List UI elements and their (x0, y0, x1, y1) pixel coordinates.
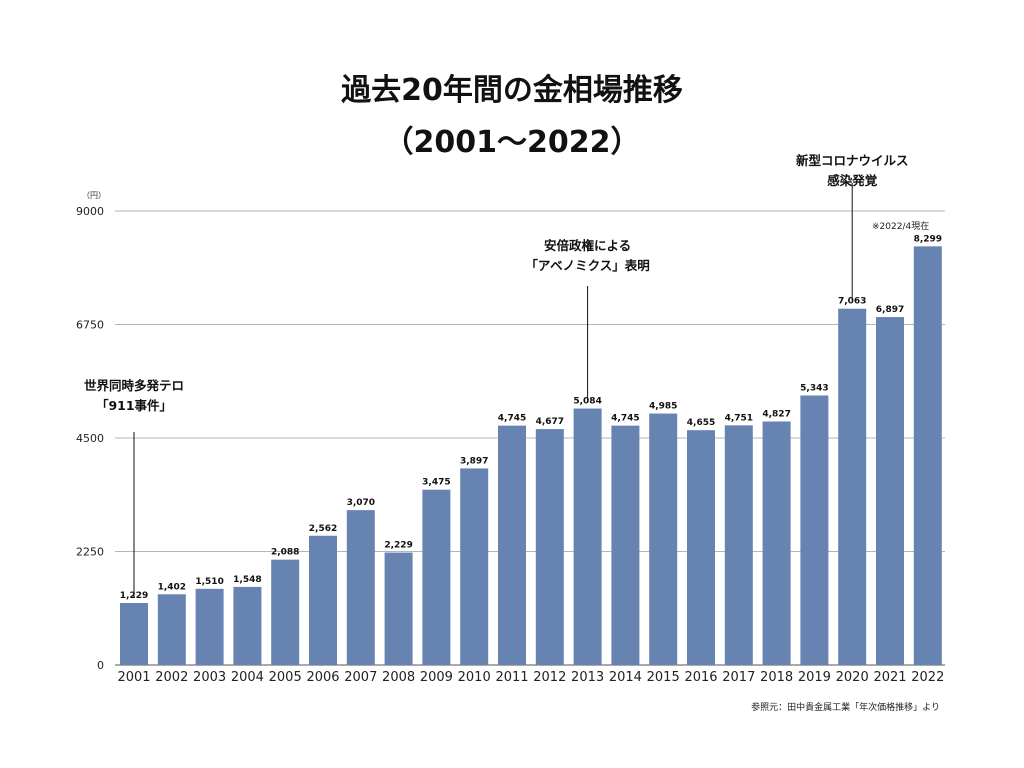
bar (573, 408, 602, 665)
x-tick-label: 2011 (495, 670, 528, 685)
value-label: 4,985 (649, 402, 677, 412)
bar (800, 395, 829, 665)
x-axis-ticks: 2001 2002 2003 2004 2005 2006 2007 2008 2009 2010… (117, 670, 944, 685)
value-label: 4,827 (762, 410, 790, 420)
y-axis-ticks: 0 2250 4500 6750 9000 (76, 205, 104, 672)
value-label: 7,063 (838, 297, 866, 307)
value-label: 1,510 (195, 577, 223, 587)
bar (346, 510, 375, 665)
bar (271, 559, 300, 665)
bar (422, 489, 451, 665)
bar (498, 425, 526, 665)
x-tick-label: 2003 (193, 670, 226, 685)
x-tick-label: 2008 (382, 670, 415, 685)
x-tick-label: 2017 (722, 670, 755, 685)
value-label: 2,229 (384, 541, 412, 551)
value-label: 3,070 (347, 498, 375, 508)
x-tick-label: 2010 (458, 670, 491, 685)
value-label: 2,088 (271, 548, 299, 558)
value-label: 4,655 (687, 418, 715, 428)
bar (687, 430, 715, 665)
source-note: 参照元：田中貴金属工業「年次価格推移」より (751, 701, 940, 713)
y-tick-label: 4500 (76, 432, 104, 445)
annotation-text: 世界同時多発テロ (84, 378, 184, 393)
bar (913, 246, 942, 665)
y-tick-label: 6750 (76, 319, 104, 332)
y-tick-label: 9000 (76, 205, 104, 218)
value-label: 6,897 (876, 305, 904, 315)
annotation-text: 「アベノミクス」表明 (525, 258, 649, 273)
bar (535, 429, 564, 665)
annotations: 世界同時多発テロ「911事件」 安倍政権による「アベノミクス」表明 新型コロナウイル… (84, 153, 908, 598)
value-label: 1,548 (233, 575, 261, 585)
y-tick-label: 2250 (76, 546, 104, 559)
chart-title-line1: 過去20年間の金相場推移 (341, 73, 683, 108)
annotation-text: 安倍政権による (544, 238, 631, 253)
bar (309, 535, 337, 665)
x-tick-label: 2015 (647, 670, 680, 685)
bar (460, 468, 489, 665)
value-label: 4,745 (611, 414, 639, 424)
value-label: 8,299 (914, 234, 942, 244)
bar (838, 308, 867, 665)
x-tick-label: 2022 (911, 670, 944, 685)
value-label: 1,402 (158, 582, 186, 592)
x-tick-label: 2002 (155, 670, 188, 685)
x-tick-label: 2013 (571, 670, 604, 685)
x-tick-label: 2006 (306, 670, 339, 685)
value-label: 4,745 (498, 414, 526, 424)
bar (724, 425, 753, 665)
bar (762, 421, 791, 665)
x-tick-label: 2005 (269, 670, 302, 685)
bar (649, 413, 678, 665)
bar (157, 594, 186, 665)
y-unit-label: （円） (82, 191, 106, 200)
x-tick-label: 2007 (344, 670, 377, 685)
x-tick-label: 2021 (873, 670, 906, 685)
x-tick-label: 2018 (760, 670, 793, 685)
bar (611, 425, 640, 665)
value-label: 2,562 (309, 524, 337, 534)
annotation-text: 「911事件」 (96, 398, 172, 413)
x-tick-label: 2019 (798, 670, 831, 685)
y-tick-label: 0 (97, 659, 104, 672)
bars (120, 246, 942, 665)
value-label: 5,084 (573, 397, 601, 407)
value-label: 4,677 (536, 417, 564, 427)
x-tick-label: 2016 (684, 670, 717, 685)
bar (195, 588, 224, 665)
bar (876, 317, 904, 665)
value-label: 3,475 (422, 478, 450, 488)
chart-title-line2: （2001〜2022） (384, 125, 641, 160)
x-tick-label: 2020 (836, 670, 869, 685)
annotation-text: 新型コロナウイルス (796, 153, 909, 168)
x-tick-label: 2014 (609, 670, 642, 685)
x-tick-label: 2001 (117, 670, 150, 685)
bar (120, 603, 148, 665)
bar (233, 586, 262, 665)
x-tick-label: 2004 (231, 670, 264, 685)
x-tick-label: 2012 (533, 670, 566, 685)
value-label: 4,751 (725, 413, 753, 423)
bar (384, 552, 413, 665)
annotation-text: 感染発覚 (827, 173, 878, 188)
value-label: 5,343 (800, 383, 828, 393)
x-tick-label: 2009 (420, 670, 453, 685)
value-label: 3,897 (460, 456, 488, 466)
date-note: ※2022/4現在 (872, 220, 929, 232)
